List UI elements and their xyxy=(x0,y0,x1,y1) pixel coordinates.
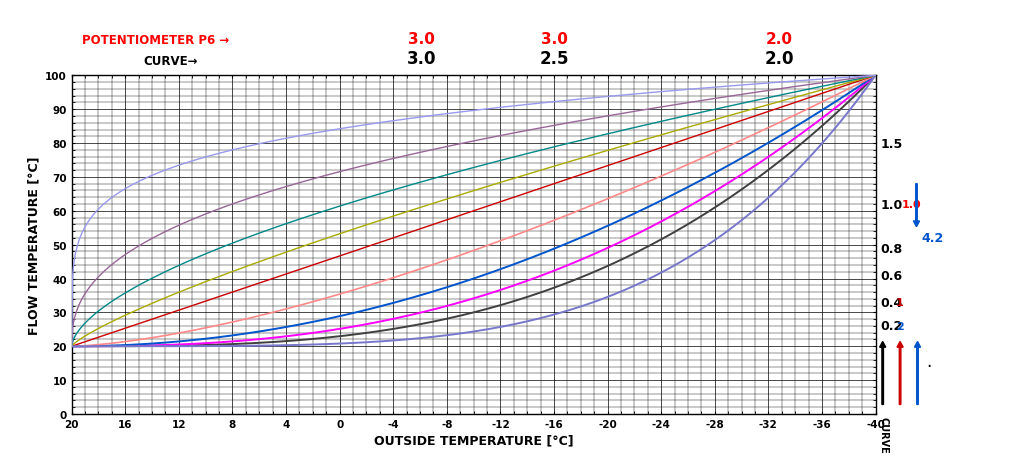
Text: 1: 1 xyxy=(896,298,904,307)
Text: 4.2: 4.2 xyxy=(922,232,944,245)
Text: 2.0: 2.0 xyxy=(764,50,794,68)
Text: 2.0: 2.0 xyxy=(766,32,793,47)
Text: 0.6: 0.6 xyxy=(881,269,903,282)
Text: 3.0: 3.0 xyxy=(407,50,436,68)
X-axis label: OUTSIDE TEMPERATURE [°C]: OUTSIDE TEMPERATURE [°C] xyxy=(374,433,573,446)
Text: 1.0: 1.0 xyxy=(902,199,922,209)
Text: POTENTIOMETER P6 →: POTENTIOMETER P6 → xyxy=(82,34,229,47)
Text: CURVE→: CURVE→ xyxy=(143,55,198,68)
Text: 1.0: 1.0 xyxy=(881,198,903,211)
Y-axis label: FLOW TEMPERATURE [°C]: FLOW TEMPERATURE [°C] xyxy=(28,156,41,334)
Text: 3.0: 3.0 xyxy=(541,32,567,47)
Text: 2.5: 2.5 xyxy=(540,50,568,68)
Text: 3.0: 3.0 xyxy=(408,32,435,47)
Text: CURVE: CURVE xyxy=(879,416,889,453)
Text: 0.8: 0.8 xyxy=(881,242,903,255)
Text: 2: 2 xyxy=(896,321,904,331)
Text: 1.5: 1.5 xyxy=(881,137,903,150)
Text: 0.2: 0.2 xyxy=(881,320,903,333)
Text: 0.4: 0.4 xyxy=(881,296,903,309)
Text: ·: · xyxy=(927,357,932,376)
